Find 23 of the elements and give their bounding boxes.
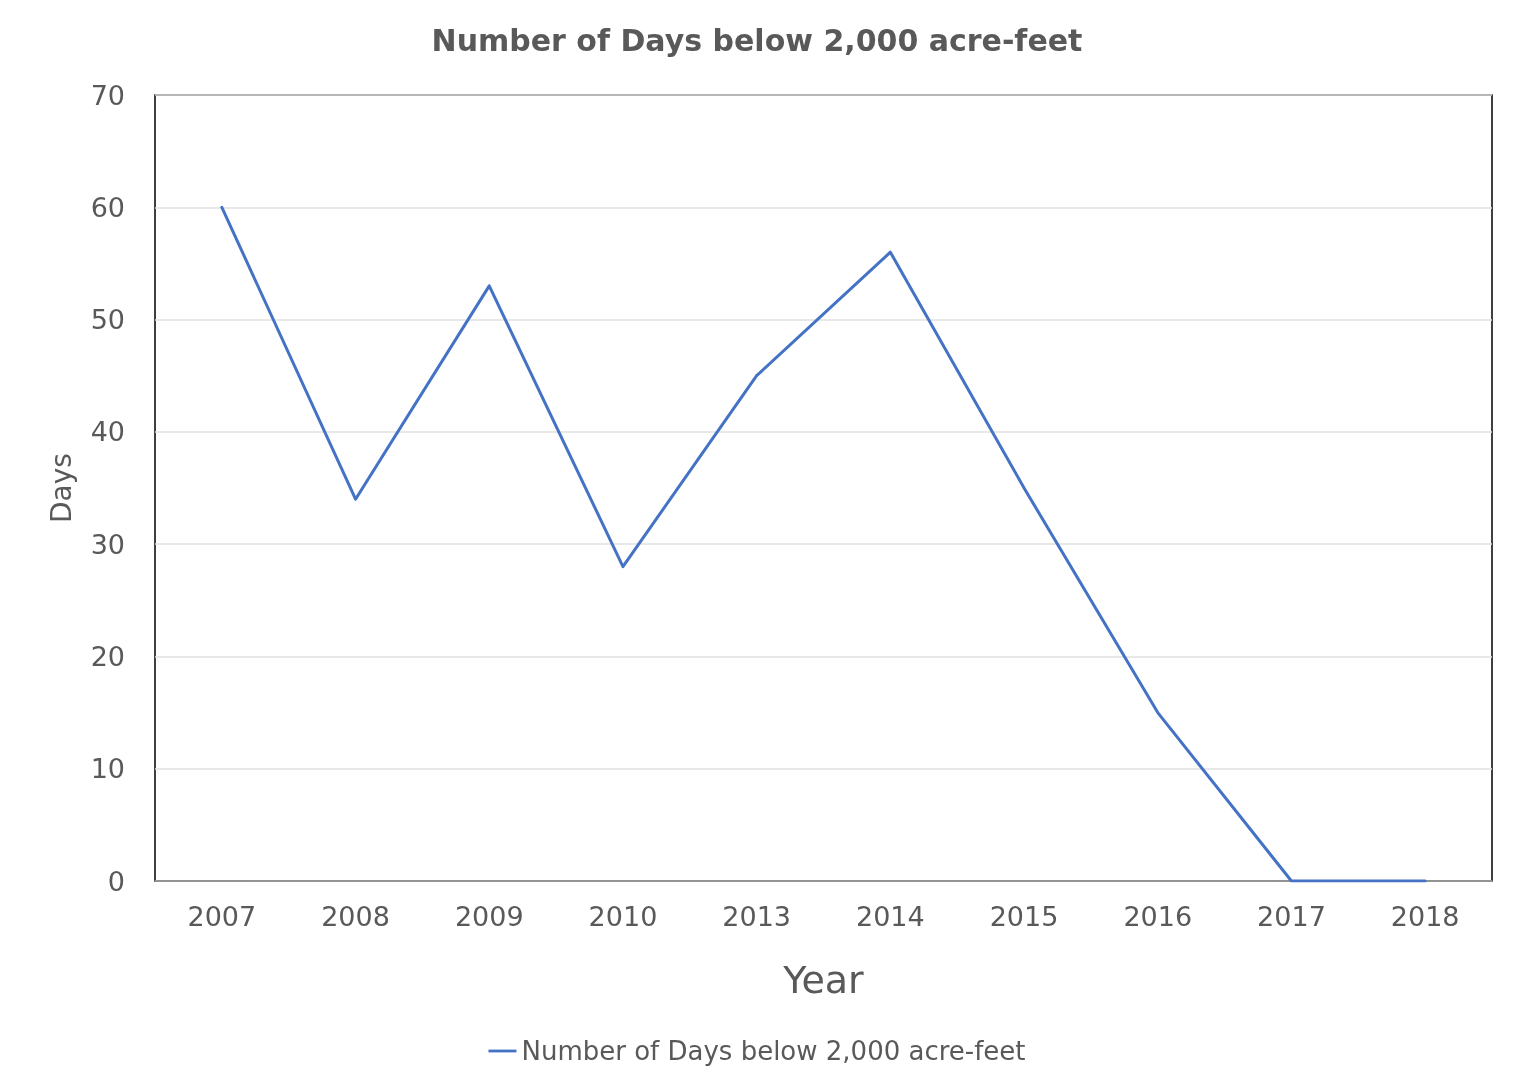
x-tick-label: 2013	[722, 901, 792, 932]
x-axis-title: Year	[782, 958, 865, 1002]
x-tick-label: 2014	[855, 901, 925, 932]
x-tick-label: 2016	[1123, 901, 1193, 932]
y-tick-label: 70	[90, 79, 125, 111]
y-axis-title: Days	[44, 453, 78, 523]
x-tick-label: 2007	[187, 901, 257, 932]
legend-label: Number of Days below 2,000 acre-feet	[521, 1036, 1026, 1066]
x-tick-label: 2009	[454, 901, 524, 932]
x-tick-label: 2008	[321, 901, 390, 932]
x-tick-label: 2017	[1257, 901, 1326, 932]
x-tick-label: 2015	[989, 901, 1059, 932]
y-tick-label: 0	[107, 865, 125, 897]
y-tick-label: 10	[90, 753, 125, 785]
x-tick-label: 2018	[1390, 901, 1460, 932]
y-tick-label: 30	[90, 528, 125, 560]
x-tick-label: 2010	[588, 901, 658, 932]
y-tick-label: 60	[90, 191, 125, 223]
chart-title: Number of Days below 2,000 acre-feet	[431, 22, 1083, 58]
y-tick-label: 20	[90, 640, 125, 672]
line-series	[220, 205, 1427, 883]
y-tick-label: 50	[90, 304, 125, 336]
y-tick-label: 40	[90, 416, 125, 448]
